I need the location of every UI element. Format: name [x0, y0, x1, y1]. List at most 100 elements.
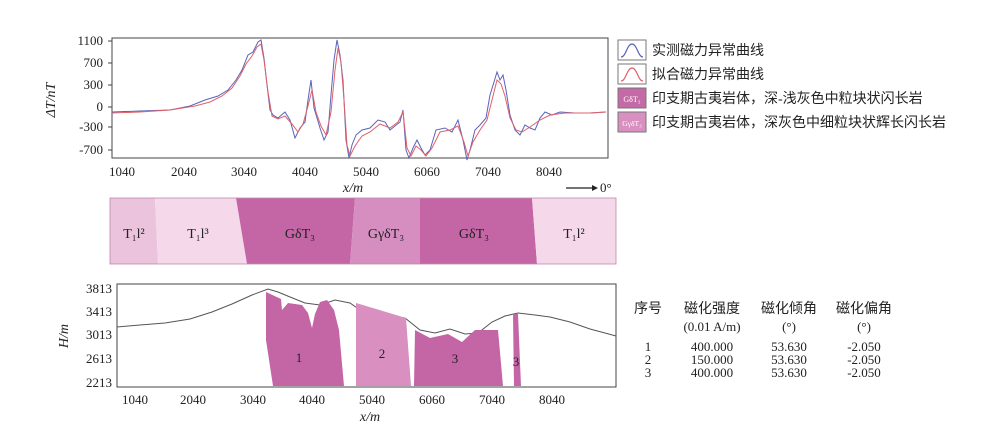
x-tick: 6060	[414, 164, 440, 179]
strat-label: GγδT₃	[368, 227, 404, 242]
x-tick: 3040	[231, 164, 257, 179]
fitted-line-icon	[617, 63, 647, 85]
measured-anomaly-curve	[111, 39, 607, 161]
strat-label: T₁l²	[123, 227, 145, 242]
table-header: 磁化强度	[684, 301, 740, 317]
model-x-axis-label: x/m	[359, 410, 380, 425]
table-subheader: (°)	[857, 319, 871, 334]
svg-text:-2.050: -2.050	[847, 352, 881, 367]
plot-frame	[111, 37, 609, 159]
table-row: 2 150.000 53.630 -2.050	[645, 352, 881, 367]
body-label: 3	[513, 354, 520, 369]
y-tick: -700	[79, 142, 103, 157]
y-tick-labels: 1100 700 300 0 -300 -700	[77, 33, 103, 157]
orientation-label: 0°	[600, 180, 612, 195]
table-subheader: (°)	[782, 319, 796, 334]
strat-label: T₁l²	[563, 227, 585, 242]
strat-label: T₁l³	[187, 227, 209, 242]
parameter-table: 序号 磁化强度 磁化倾角 磁化偏角 (0.01 A/m) (°) (°) 1 4…	[634, 301, 892, 380]
x-axis-label: x/m	[342, 181, 363, 196]
legend-item-ggammadelta: GγδT₃ 印支期古夷岩体，深灰色中细粒块状辉长闪长岩	[617, 111, 946, 133]
y-tick: 700	[84, 55, 104, 70]
svg-text:53.630: 53.630	[771, 365, 807, 380]
measured-line-icon	[617, 39, 647, 61]
body-1	[266, 292, 344, 386]
strat-unit	[110, 198, 158, 264]
legend-item-gdelta: GδT₃ 印支期古夷岩体，深-浅灰色中粒块状闪长岩	[617, 87, 923, 109]
swatch-label: GδT₃	[623, 95, 640, 104]
y-tick: 1100	[77, 33, 103, 48]
y-tick: 3013	[86, 327, 112, 342]
svg-text:150.000: 150.000	[691, 352, 733, 367]
svg-text:53.630: 53.630	[771, 352, 807, 367]
y-tick: 2613	[86, 351, 112, 366]
orientation-arrow: 0°	[566, 180, 612, 195]
legend: 实测磁力异常曲线 拟合磁力异常曲线 GδT₃ 印支期古夷岩体，深-浅灰色中粒块状…	[617, 39, 946, 133]
x-tick: 5040	[359, 392, 385, 407]
fitted-anomaly-curve	[111, 43, 607, 158]
table-header: 序号	[634, 301, 662, 317]
y-tick: 3813	[86, 281, 112, 296]
svg-text:1: 1	[645, 339, 652, 354]
x-tick: 4040	[299, 392, 325, 407]
y-tick: 300	[84, 77, 104, 92]
body-3b	[513, 314, 521, 386]
x-tick: 1040	[122, 392, 148, 407]
x-tick: 2040	[180, 392, 206, 407]
legend-swatch	[617, 87, 647, 109]
strat-unit	[420, 198, 537, 264]
y-tick: 0	[97, 99, 104, 114]
y-tick: -300	[79, 119, 103, 134]
model-y-ticks: 3813 3413 3013 2613 2213	[86, 281, 112, 390]
svg-text:2: 2	[645, 352, 652, 367]
strat-unit	[532, 198, 616, 264]
strat-label: GδT₃	[285, 227, 315, 242]
legend-item-measured: 实测磁力异常曲线	[617, 39, 764, 61]
legend-label: 拟合磁力异常曲线	[652, 67, 764, 83]
swatch-label: GγδT₃	[622, 119, 642, 128]
svg-text:3: 3	[645, 365, 652, 380]
x-tick: 5040	[353, 164, 379, 179]
svg-text:-2.050: -2.050	[847, 339, 881, 354]
legend-label: 实测磁力异常曲线	[652, 43, 764, 59]
stratigraphic-strip: T₁l² T₁l³ GδT₃ GγδT₃ GδT₃ T₁l²	[109, 197, 617, 265]
svg-text:400.000: 400.000	[691, 365, 733, 380]
y-tick: 2213	[86, 375, 112, 390]
body-label: 3	[452, 351, 459, 366]
x-tick-labels: 1040 2040 3040 4040 5040 6060 7040 8040	[109, 164, 562, 179]
body-label: 2	[379, 346, 386, 361]
legend-label: 印支期古夷岩体，深-浅灰色中粒块状闪长岩	[652, 90, 923, 107]
body-3	[414, 330, 503, 386]
body-label: 1	[296, 350, 303, 365]
model-y-axis-label: H/m	[57, 324, 72, 349]
table-row: 1 400.000 53.630 -2.050	[645, 339, 881, 354]
table-header: 磁化偏角	[836, 301, 892, 317]
x-tick: 2040	[171, 164, 197, 179]
x-tick: 1040	[109, 164, 135, 179]
strat-label: GδT₃	[459, 227, 489, 242]
anomaly-profile-plot: 1100 700 300 0 -300 -700 ΔT/nT 1040 2040…	[44, 33, 609, 196]
y-axis-label: ΔT/nT	[44, 81, 59, 118]
svg-text:400.000: 400.000	[691, 339, 733, 354]
x-tick: 3040	[240, 392, 266, 407]
legend-item-fitted: 拟合磁力异常曲线	[617, 63, 764, 85]
strat-unit	[155, 198, 247, 264]
legend-label: 印支期古夷岩体，深灰色中细粒块状辉长闪长岩	[652, 114, 946, 131]
legend-swatch	[617, 111, 647, 133]
svg-text:-2.050: -2.050	[847, 365, 881, 380]
table-subheader: (0.01 A/m)	[683, 319, 740, 334]
strat-unit	[236, 198, 355, 264]
x-tick: 4040	[292, 164, 318, 179]
table-row: 3 400.000 53.630 -2.050	[645, 365, 881, 380]
model-section-plot: 3813 3413 3013 2613 2213 H/m 1040 2040 3…	[57, 281, 617, 425]
strat-unit	[350, 198, 420, 264]
model-x-ticks: 1040 2040 3040 4040 5040 6060 7040 8040	[122, 392, 565, 407]
x-tick: 7040	[475, 164, 501, 179]
body-2	[356, 303, 411, 386]
y-tick: 3413	[86, 304, 112, 319]
x-tick: 6060	[419, 392, 445, 407]
x-tick: 8040	[539, 392, 565, 407]
x-tick: 8040	[536, 164, 562, 179]
table-header: 磁化倾角	[761, 301, 817, 317]
